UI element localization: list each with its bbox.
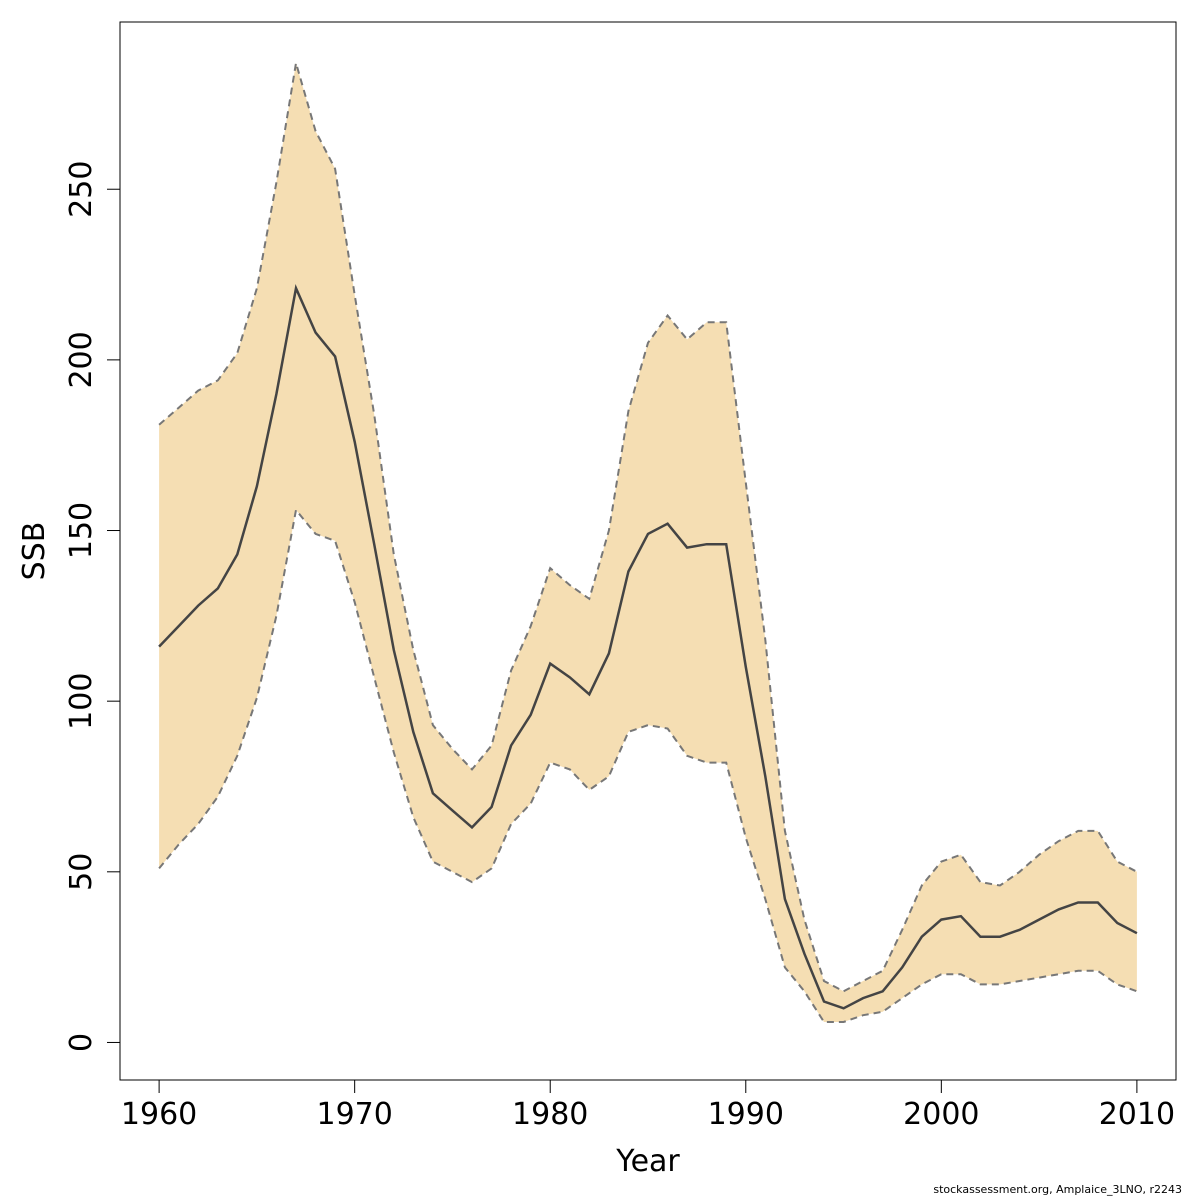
y-tick-label: 0 [64,1033,99,1052]
y-tick-label: 250 [64,161,99,218]
x-tick-label: 2010 [1099,1097,1175,1132]
x-tick-label: 1960 [121,1097,197,1132]
footer-credit: stockassessment.org, Amplaice_3LNO, r224… [933,1183,1182,1196]
y-tick-label: 200 [64,331,99,388]
ssb-estimate-line [158,283,1138,1010]
y-tick-label: 100 [64,673,99,730]
y-axis: 0 50 100 150 200 250 [64,161,121,1052]
y-axis-title: SSB [17,522,52,581]
confidence-band [159,63,1137,1022]
x-tick-label: 2000 [903,1097,979,1132]
y-tick-label: 50 [64,853,99,891]
x-tick-label: 1970 [316,1097,392,1132]
x-tick-label: 1990 [708,1097,784,1132]
x-tick-label: 1980 [512,1097,588,1132]
x-axis-title: Year [615,1144,680,1179]
x-axis: 1960 1970 1980 1990 2000 2010 [121,1079,1175,1132]
y-tick-label: 150 [64,502,99,559]
lower-bound-line [158,507,1138,1023]
upper-bound-line [158,62,1138,993]
